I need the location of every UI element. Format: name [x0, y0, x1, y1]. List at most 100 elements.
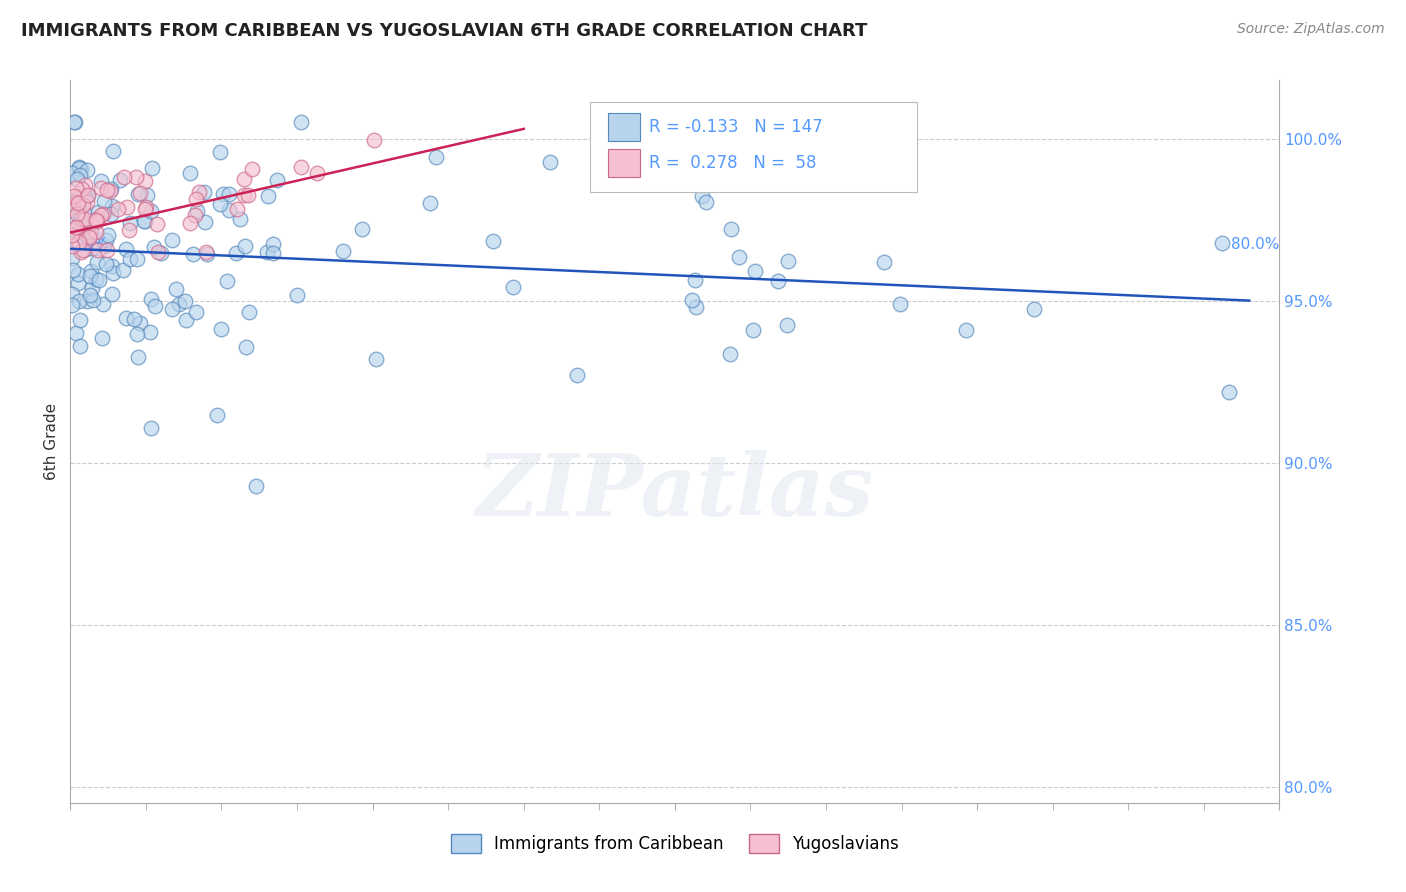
Point: [66, 206, 89, 220]
Point: [65, 196, 87, 211]
Point: [79, 229, 101, 244]
Point: [873, 254, 896, 268]
Point: [685, 300, 707, 314]
Point: [63, 115, 86, 129]
Point: [90, 180, 112, 194]
Point: [67, 293, 90, 308]
Point: [290, 160, 312, 174]
Point: [194, 245, 217, 260]
Point: [217, 274, 239, 288]
Point: [183, 208, 205, 222]
Point: [72, 198, 94, 212]
Point: [75, 242, 97, 256]
Point: [565, 368, 588, 382]
Point: [141, 203, 163, 218]
Point: [60, 238, 83, 252]
Point: [67, 235, 90, 249]
Point: [80, 225, 103, 239]
Point: [60, 228, 83, 243]
Point: [98, 184, 121, 198]
Point: [207, 408, 229, 422]
Point: [134, 174, 156, 188]
Point: [122, 311, 145, 326]
Point: [195, 247, 218, 261]
Point: [96, 233, 118, 247]
Point: [69, 313, 91, 327]
Point: [229, 212, 252, 227]
Point: [60, 217, 83, 231]
Point: [262, 245, 284, 260]
Point: [69, 161, 91, 175]
Point: [290, 115, 312, 129]
Point: [744, 263, 766, 277]
Text: 0.0%: 0.0%: [70, 237, 110, 252]
Point: [776, 254, 799, 268]
Point: [86, 214, 108, 228]
Point: [233, 187, 256, 202]
Point: [87, 205, 110, 219]
Point: [1211, 235, 1233, 250]
Point: [165, 281, 187, 295]
Point: [146, 244, 169, 259]
Point: [118, 223, 141, 237]
Point: [69, 211, 91, 225]
Point: [742, 323, 765, 337]
Point: [69, 168, 91, 182]
Point: [103, 144, 125, 158]
Point: [112, 169, 135, 184]
Point: [212, 187, 235, 202]
Point: [101, 266, 124, 280]
Point: [70, 211, 93, 226]
Point: [75, 188, 97, 202]
Point: [87, 243, 110, 257]
Point: [955, 323, 977, 337]
Point: [90, 174, 112, 188]
Point: [66, 220, 89, 235]
Point: [127, 187, 149, 202]
Point: [100, 207, 122, 221]
Point: [67, 224, 90, 238]
Point: [100, 259, 122, 273]
Point: [245, 478, 267, 492]
Point: [80, 241, 103, 255]
Point: [65, 220, 87, 235]
Point: [139, 325, 162, 339]
FancyBboxPatch shape: [609, 113, 640, 141]
Point: [111, 263, 134, 277]
Point: [332, 244, 354, 258]
Point: [63, 197, 86, 211]
Point: [70, 182, 93, 196]
FancyBboxPatch shape: [591, 102, 917, 193]
Point: [134, 202, 156, 216]
Point: [307, 166, 329, 180]
Point: [93, 207, 115, 221]
Point: [127, 252, 149, 266]
Point: [482, 234, 505, 248]
Point: [127, 326, 149, 341]
Point: [90, 208, 112, 222]
Legend: Immigrants from Caribbean, Yugoslavians: Immigrants from Caribbean, Yugoslavians: [444, 827, 905, 860]
Point: [62, 115, 84, 129]
Point: [73, 206, 96, 220]
Point: [209, 197, 232, 211]
Point: [82, 293, 104, 308]
Point: [690, 189, 713, 203]
Point: [76, 229, 98, 244]
Point: [364, 352, 387, 367]
Point: [66, 194, 89, 209]
Point: [76, 162, 98, 177]
Point: [141, 292, 163, 306]
Point: [108, 173, 131, 187]
Point: [186, 192, 208, 206]
Point: [233, 172, 256, 186]
Point: [179, 166, 201, 180]
Point: [727, 250, 749, 264]
Point: [66, 191, 89, 205]
Point: [419, 196, 441, 211]
Point: [683, 273, 706, 287]
Point: [188, 185, 211, 199]
Point: [225, 246, 247, 260]
Y-axis label: 6th Grade: 6th Grade: [44, 403, 59, 480]
Point: [87, 211, 110, 225]
Point: [143, 240, 166, 254]
